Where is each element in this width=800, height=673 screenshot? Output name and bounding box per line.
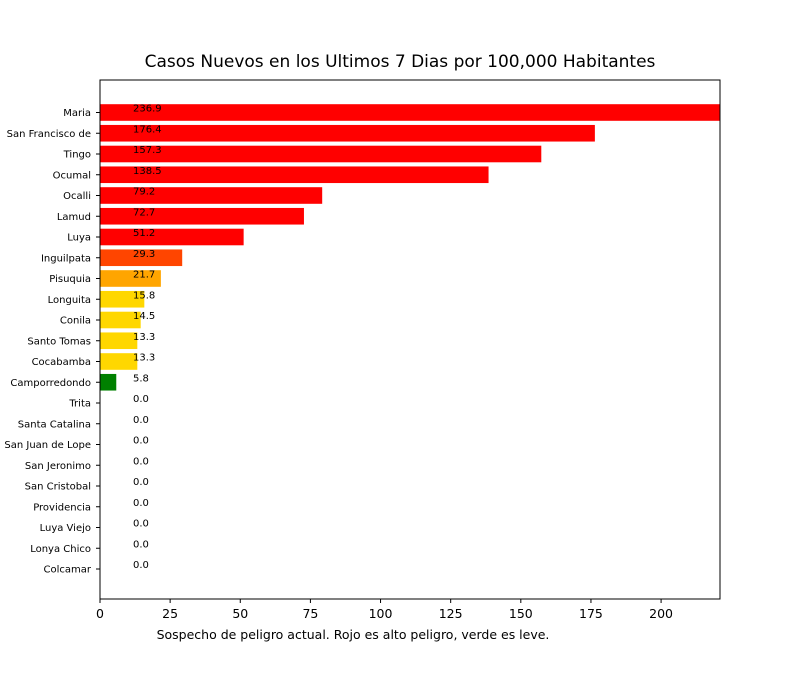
x-tick-label: 50	[232, 606, 248, 621]
bar-value-label: 157.3	[133, 145, 162, 156]
bar-value-label: 138.5	[133, 166, 162, 177]
x-axis: 0 25 50 75 100 125 150 175 200	[96, 599, 673, 621]
y-tick-label: Cocabamba	[32, 357, 91, 368]
bar-value-label: 236.9	[133, 104, 162, 115]
y-tick-label: Providencia	[33, 502, 91, 513]
x-tick-label: 125	[439, 606, 463, 621]
bar-value-label: 13.3	[133, 332, 155, 343]
bar-value-label: 0.0	[133, 415, 149, 426]
bar	[100, 124, 595, 142]
y-tick-label: Colcamar	[44, 565, 92, 576]
bar-value-label: 5.8	[133, 373, 149, 384]
y-tick-label: Pisuquia	[49, 274, 91, 285]
bar-value-label: 0.0	[133, 498, 149, 509]
y-tick-label: Lonya Chico	[30, 544, 91, 555]
bar	[100, 104, 720, 121]
bar-value-label: 51.2	[133, 228, 155, 239]
x-tick-label: 75	[302, 606, 318, 621]
x-axis-label: Sospecho de peligro actual. Rojo es alto…	[157, 627, 550, 642]
bar-value-label: 14.5	[133, 311, 155, 322]
bar-value-label: 0.0	[133, 560, 149, 571]
y-tick-label: San Cristobal	[25, 482, 91, 493]
bar	[100, 332, 138, 350]
y-tick-label: Ocalli	[63, 191, 91, 202]
x-tick-label: 150	[509, 606, 533, 621]
y-tick-label: Trita	[68, 399, 91, 410]
x-tick-label: 0	[96, 606, 104, 621]
bar	[100, 270, 161, 287]
bar	[100, 207, 304, 225]
bar-value-label: 15.8	[133, 290, 155, 301]
bar	[100, 249, 183, 267]
bar-value-label: 0.0	[133, 539, 149, 550]
y-tick-label: Luya Viejo	[40, 523, 91, 534]
bar	[100, 373, 117, 391]
bar-value-label: 176.4	[133, 124, 162, 135]
bar-value-label: 29.3	[133, 249, 155, 260]
bar-value-label: 0.0	[133, 477, 149, 488]
y-tick-label: Inguilpata	[41, 253, 91, 264]
bar-value-label: 0.0	[133, 519, 149, 530]
bar	[100, 290, 145, 308]
y-tick-label: San Francisco de	[7, 129, 91, 140]
bar-value-label: 21.7	[133, 270, 155, 281]
y-tick-label: Maria	[63, 108, 91, 119]
y-tick-label: San Jeronimo	[25, 461, 91, 472]
x-tick-label: 100	[369, 606, 393, 621]
bar	[100, 166, 489, 184]
y-axis: Maria San Francisco de Tingo Ocumal Ocalli La…	[4, 108, 100, 576]
bar	[100, 353, 138, 370]
y-tick-label: Santa Catalina	[18, 419, 91, 430]
x-tick-label: 175	[579, 606, 603, 621]
y-tick-label: Luya	[67, 233, 91, 244]
bar	[100, 187, 323, 204]
bar-value-label: 13.3	[133, 353, 155, 364]
y-tick-label: Camporredondo	[10, 378, 91, 389]
y-tick-label: Ocumal	[53, 170, 91, 181]
y-tick-label: Tingo	[63, 150, 91, 161]
bar	[100, 228, 244, 246]
bar-value-label: 79.2	[133, 187, 155, 198]
x-tick-label: 25	[162, 606, 178, 621]
bar	[100, 311, 141, 329]
y-tick-label: Longuita	[48, 295, 91, 306]
bar-value-label: 0.0	[133, 394, 149, 405]
bar-value-label: 0.0	[133, 456, 149, 467]
plot-area: 236.9 176.4 157.3 138.5 79.2 72.7 51.2 29.3 21.7…	[100, 104, 720, 571]
y-tick-label: Lamud	[57, 212, 91, 223]
bar-value-label: 72.7	[133, 207, 155, 218]
y-tick-label: Santo Tomas	[27, 336, 91, 347]
x-tick-label: 200	[649, 606, 673, 621]
y-tick-label: Conila	[60, 316, 91, 327]
y-tick-label: San Juan de Lope	[4, 440, 91, 451]
chart-title: Casos Nuevos en los Ultimos 7 Dias por 1…	[145, 52, 656, 72]
bar-value-label: 0.0	[133, 436, 149, 447]
plot-frame	[99, 79, 721, 600]
bar	[100, 145, 542, 163]
